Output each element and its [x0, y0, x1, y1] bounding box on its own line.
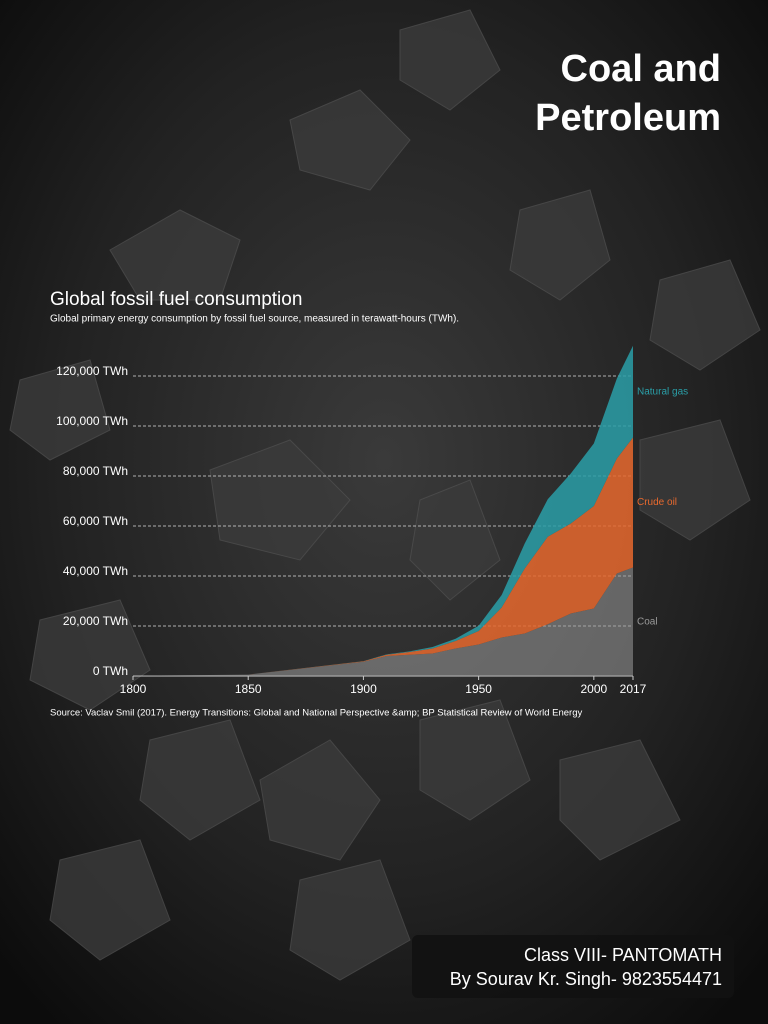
poster-title: Petroleum: [535, 97, 721, 139]
footer-text: By Sourav Kr. Singh- 9823554471: [450, 969, 722, 989]
y-tick-label: 20,000 TWh: [63, 614, 128, 628]
series-label: Coal: [637, 616, 658, 627]
y-tick-label: 100,000 TWh: [56, 414, 128, 428]
series-label: Crude oil: [637, 497, 677, 508]
chart-source: Source: Vaclav Smil (2017). Energy Trans…: [50, 708, 582, 719]
x-tick-label: 1850: [235, 682, 262, 696]
chart-subtitle: Global primary energy consumption by fos…: [50, 314, 459, 325]
x-tick-label: 2017: [620, 682, 647, 696]
area: [133, 437, 633, 676]
footer-text: Class VIII- PANTOMATH: [524, 945, 722, 965]
x-tick-label: 1800: [120, 682, 147, 696]
x-tick-label: 1950: [465, 682, 492, 696]
y-tick-label: 120,000 TWh: [56, 364, 128, 378]
rock-texture: [9, 9, 761, 981]
x-tick-label: 2000: [580, 682, 607, 696]
y-tick-label: 80,000 TWh: [63, 464, 128, 478]
x-tick-label: 1900: [350, 682, 377, 696]
y-tick-label: 0 TWh: [93, 664, 128, 678]
area: [133, 567, 633, 676]
chart: 0 TWh 20,000 TWh 40,000 TWh 60,000 TWh 80,00…: [56, 345, 688, 696]
y-tick-label: 60,000 TWh: [63, 514, 128, 528]
chart-title: Global fossil fuel consumption: [50, 289, 302, 310]
y-tick-label: 40,000 TWh: [63, 564, 128, 578]
area: [133, 345, 633, 676]
series-label: Natural gas: [637, 386, 688, 397]
footer-box: [412, 935, 734, 998]
poster-title: Coal and: [561, 48, 721, 90]
